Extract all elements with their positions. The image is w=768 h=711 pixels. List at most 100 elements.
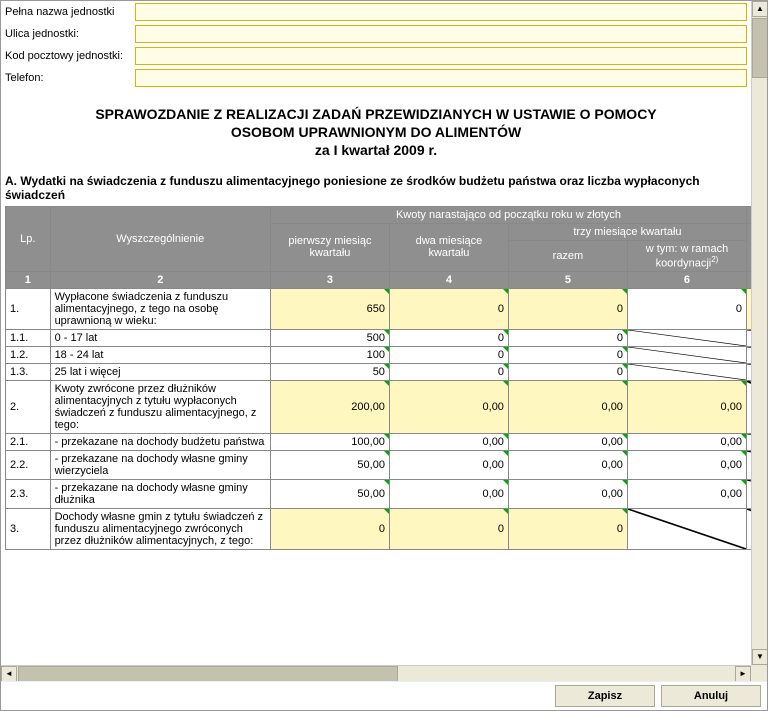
cell[interactable]: 0,00	[389, 434, 508, 451]
table-row: 1.3.25 lat i więcej5000	[6, 364, 751, 381]
section-a-title: A. Wydatki na świadczenia z funduszu ali…	[5, 174, 747, 202]
cell[interactable]: 650	[270, 289, 389, 330]
cell[interactable]: 2.1.	[6, 434, 50, 451]
cell[interactable]: 0	[508, 330, 627, 347]
horizontal-scrollbar[interactable]: ◄ ►	[1, 665, 751, 681]
content-area: Pełna nazwa jednostki Ulica jednostki: K…	[1, 1, 751, 665]
cell[interactable]: 0	[389, 509, 508, 550]
cell[interactable]: 0	[508, 509, 627, 550]
cell[interactable]: 0,00	[389, 480, 508, 509]
th-kwoty-group: Kwoty narastająco od początku roku w zło…	[270, 207, 746, 224]
label-phone: Telefon:	[5, 72, 135, 84]
cancel-button[interactable]: Anuluj	[661, 685, 761, 707]
scroll-down-icon[interactable]: ▼	[752, 649, 768, 665]
cell[interactable]: 18 - 24 lat	[50, 347, 270, 364]
cell[interactable]: 1.1.	[6, 330, 50, 347]
cell[interactable]: 0	[389, 364, 508, 381]
th-col5: razem	[508, 240, 627, 272]
cell[interactable]: 50	[270, 364, 389, 381]
save-button[interactable]: Zapisz	[555, 685, 655, 707]
cell[interactable]: 2.	[6, 381, 50, 434]
cell[interactable]: 2.3.	[6, 480, 50, 509]
cell[interactable]: 0,00	[627, 480, 746, 509]
table-row: 2.Kwoty zwrócone przez dłużników aliment…	[6, 381, 751, 434]
cell[interactable]: 0,00	[627, 434, 746, 451]
cell[interactable]: 0,00	[508, 381, 627, 434]
table-row: 3.Dochody własne gmin z tytułu świadczeń…	[6, 509, 751, 550]
th-n3: 3	[270, 272, 389, 289]
cell[interactable]: 0,00	[389, 451, 508, 480]
cell[interactable]: 0,00	[508, 480, 627, 509]
label-street: Ulica jednostki:	[5, 28, 135, 40]
table-row: 1.1.0 - 17 lat50000	[6, 330, 751, 347]
cell[interactable]: 0 - 17 lat	[50, 330, 270, 347]
cell[interactable]: Kwoty zwrócone przez dłużników alimentac…	[50, 381, 270, 434]
scroll-left-icon[interactable]: ◄	[1, 666, 17, 682]
input-name[interactable]	[135, 3, 747, 21]
cell[interactable]: 1.	[6, 289, 50, 330]
cell[interactable]: 0	[389, 347, 508, 364]
cell[interactable]: 0	[627, 289, 746, 330]
report-title: SPRAWOZDANIE Z REALIZACJI ZADAŃ PRZEWIDZ…	[1, 105, 751, 160]
cell[interactable]: 0,00	[627, 451, 746, 480]
th-col4: dwa miesiące kwartału	[389, 223, 508, 272]
cell[interactable]: 0,00	[389, 381, 508, 434]
cell[interactable]: 3.	[6, 509, 50, 550]
cell[interactable]: 0,00	[508, 451, 627, 480]
cell[interactable]: 50,00	[270, 480, 389, 509]
title-line2: OSOBOM UPRAWNIONYM DO ALIMENTÓW	[1, 123, 751, 141]
table-row: 2.1.- przekazane na dochody budżetu pańs…	[6, 434, 751, 451]
scroll-right-icon[interactable]: ►	[735, 666, 751, 682]
cell[interactable]: 200,00	[270, 381, 389, 434]
table-head: Lp. Wyszczególnienie Kwoty narastająco o…	[6, 207, 751, 289]
input-postal[interactable]	[135, 47, 747, 65]
title-line3: za I kwartał 2009 r.	[1, 141, 751, 159]
header-form: Pełna nazwa jednostki Ulica jednostki: K…	[1, 1, 751, 97]
cell[interactable]: 1.3.	[6, 364, 50, 381]
th-n6: 6	[627, 272, 746, 289]
th-col6: w tym: w ramach koordynacji2)	[627, 240, 746, 272]
cell[interactable]: 0	[270, 509, 389, 550]
cell[interactable]: 50,00	[270, 451, 389, 480]
label-postal: Kod pocztowy jednostki:	[5, 50, 135, 62]
diag-cell[interactable]	[627, 347, 746, 364]
cell[interactable]: 0	[389, 289, 508, 330]
vertical-scrollbar[interactable]: ▲ ▼	[751, 1, 767, 665]
th-n2: 2	[50, 272, 270, 289]
cell[interactable]: Wypłacone świadczenia z funduszu aliment…	[50, 289, 270, 330]
scroll-corner	[751, 665, 767, 681]
cell[interactable]: 1.2.	[6, 347, 50, 364]
title-line1: SPRAWOZDANIE Z REALIZACJI ZADAŃ PRZEWIDZ…	[1, 105, 751, 123]
cell[interactable]: - przekazane na dochody własne gminy wie…	[50, 451, 270, 480]
button-bar: Zapisz Anuluj	[1, 681, 767, 710]
cell[interactable]: Dochody własne gmin z tytułu świadczeń z…	[50, 509, 270, 550]
table-row: 1.Wypłacone świadczenia z funduszu alime…	[6, 289, 751, 330]
input-phone[interactable]	[135, 69, 747, 87]
cell[interactable]: 0,00	[508, 434, 627, 451]
cell[interactable]: - przekazane na dochody własne gminy dłu…	[50, 480, 270, 509]
scroll-thumb-h[interactable]	[18, 666, 398, 682]
diag-cell[interactable]	[627, 330, 746, 347]
cell[interactable]: 0	[508, 289, 627, 330]
cell[interactable]: 500	[270, 330, 389, 347]
input-street[interactable]	[135, 25, 747, 43]
cell[interactable]: 25 lat i więcej	[50, 364, 270, 381]
cell[interactable]: 0	[508, 364, 627, 381]
cell[interactable]: 100	[270, 347, 389, 364]
cell[interactable]: - przekazane na dochody budżetu państwa	[50, 434, 270, 451]
cell[interactable]: 2.2.	[6, 451, 50, 480]
diag-cell[interactable]	[627, 364, 746, 381]
th-lp: Lp.	[6, 207, 50, 272]
table-row: 2.3.- przekazane na dochody własne gminy…	[6, 480, 751, 509]
cell[interactable]: 0	[508, 347, 627, 364]
th-col3: pierwszy miesiąc kwartału	[270, 223, 389, 272]
diag-cell[interactable]	[627, 509, 746, 550]
cell[interactable]: 100,00	[270, 434, 389, 451]
table-row: 2.2.- przekazane na dochody własne gminy…	[6, 451, 751, 480]
scroll-up-icon[interactable]: ▲	[752, 1, 768, 17]
scroll-thumb-v[interactable]	[752, 18, 768, 78]
cell[interactable]: 0,00	[627, 381, 746, 434]
cell[interactable]: 0	[389, 330, 508, 347]
table-a: Lp. Wyszczególnienie Kwoty narastająco o…	[5, 206, 751, 551]
label-name: Pełna nazwa jednostki	[5, 6, 135, 18]
